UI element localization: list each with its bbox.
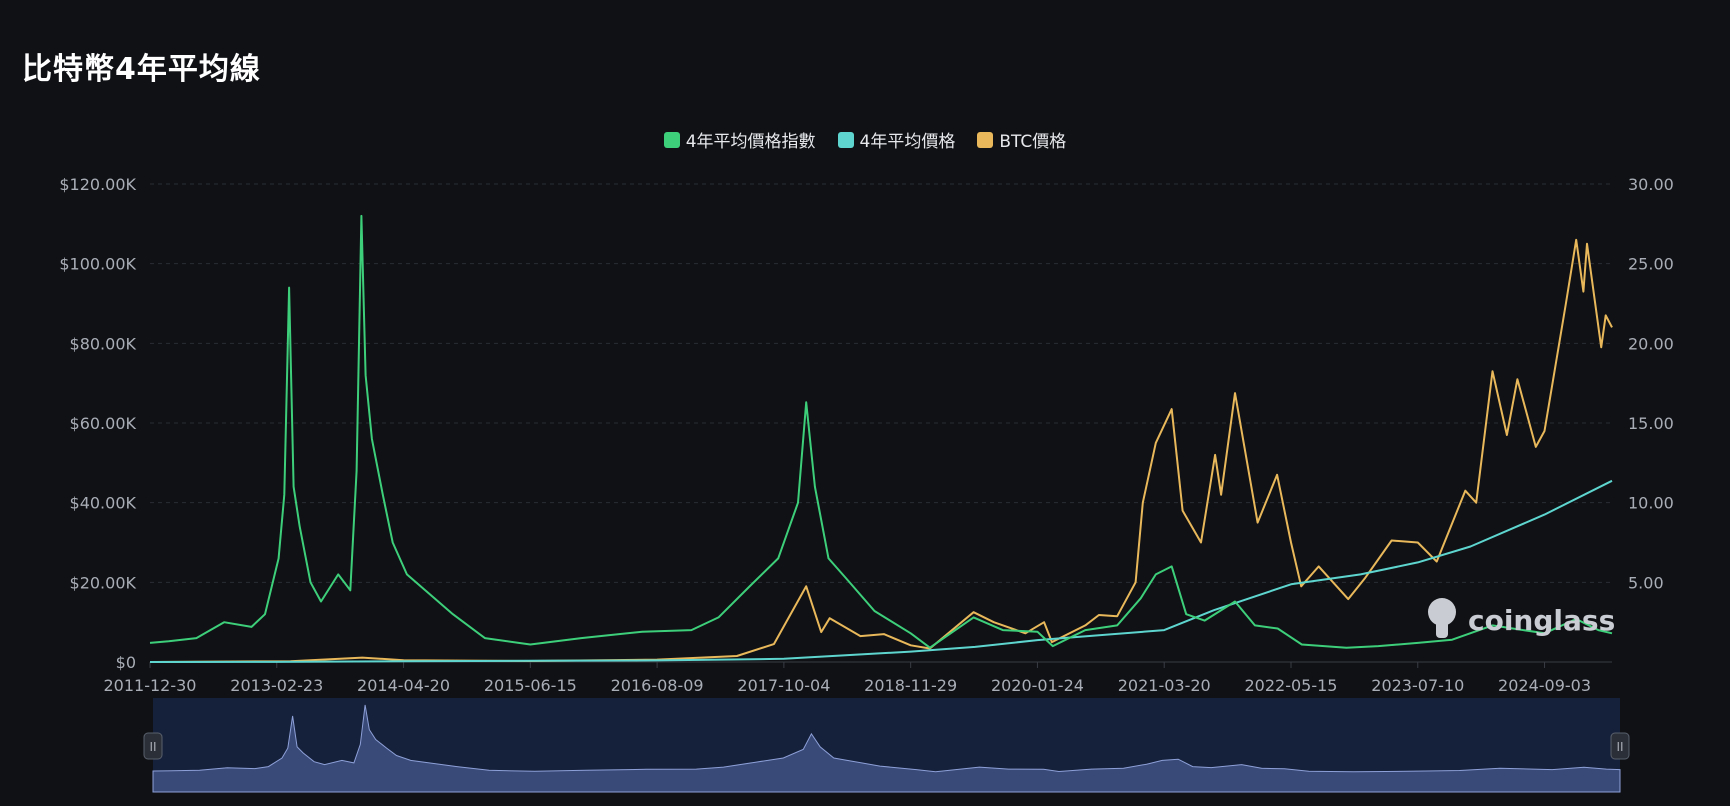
chart-legend: 4年平均價格指數 4年平均價格 BTC價格 <box>0 127 1730 152</box>
x-tick-label: 2021-03-20 <box>1118 676 1211 695</box>
y-right-tick-label: 20.00 <box>1628 334 1674 353</box>
watermark-logo-icon <box>1428 598 1456 626</box>
navigator-left-handle[interactable]: II <box>143 732 163 760</box>
y-right-tick-label: 15.00 <box>1628 414 1674 433</box>
series-line-ma <box>149 479 1613 663</box>
legend-label-ma: 4年平均價格 <box>859 132 956 152</box>
y-left-tick-label: $100.00K <box>59 255 136 274</box>
legend-item-index[interactable]: 4年平均價格指數 <box>663 127 816 152</box>
plot-lines <box>149 214 1613 663</box>
x-tick-label: 2015-06-15 <box>484 676 577 695</box>
page-title: 比特幣4年平均線 <box>22 52 261 87</box>
y-left-tick-label: $0 <box>116 653 136 672</box>
legend-item-ma[interactable]: 4年平均價格 <box>837 127 956 152</box>
range-navigator[interactable]: II II <box>143 698 1630 793</box>
series-line-index <box>149 214 1613 649</box>
x-tick-label: 2018-11-29 <box>864 676 957 695</box>
series-line-btc <box>149 238 1613 663</box>
watermark-logo-base <box>1436 620 1448 638</box>
watermark-text: coinglass <box>1468 604 1615 637</box>
y-right-tick-label: 5.00 <box>1628 573 1664 592</box>
y-left-tick-label: $60.00K <box>70 414 137 433</box>
legend-label-btc: BTC價格 <box>999 132 1067 152</box>
navigator-left-handle-grip <box>143 732 163 760</box>
y-right-tick-label: 10.00 <box>1628 494 1674 513</box>
x-tick-label: 2016-08-09 <box>611 676 704 695</box>
x-tick-label: 2023-07-10 <box>1371 676 1464 695</box>
x-tick-label: 2022-05-15 <box>1245 676 1338 695</box>
grid-lines <box>150 183 1612 663</box>
y-left-tick-label: $80.00K <box>70 334 137 353</box>
y-right-tick-label: 25.00 <box>1628 255 1674 274</box>
navigator-right-handle-label: II <box>1616 740 1623 754</box>
legend-swatch-index <box>663 131 680 148</box>
x-tick-label: 2024-09-03 <box>1498 676 1591 695</box>
x-axis: 2011-12-30 2013-02-23 2014-04-20 2015-06-15… <box>104 662 1591 695</box>
y-axis-left: $0 $20.00K $40.00K $60.00K $80.00K $100.00K $1… <box>59 175 136 672</box>
navigator-left-handle-label: II <box>149 740 156 754</box>
y-axis-right: 5.00 10.00 15.00 20.00 25.00 30.00 <box>1628 175 1674 592</box>
legend-item-btc[interactable]: BTC價格 <box>977 127 1066 152</box>
x-tick-label: 2020-01-24 <box>991 676 1084 695</box>
x-tick-label: 2014-04-20 <box>357 676 450 695</box>
legend-label-index: 4年平均價格指數 <box>685 132 816 152</box>
y-left-tick-label: $40.00K <box>70 494 137 513</box>
navigator-right-handle[interactable]: II <box>1610 732 1630 760</box>
y-left-tick-label: $120.00K <box>59 175 136 194</box>
navigator-right-handle-grip <box>1610 732 1630 760</box>
x-tick-label: 2011-12-30 <box>104 676 197 695</box>
coinglass-watermark: coinglass <box>1428 598 1615 638</box>
legend-swatch-ma <box>837 131 854 148</box>
legend-swatch-btc <box>977 131 994 148</box>
navigator-area <box>152 704 1621 793</box>
x-tick-label: 2017-10-04 <box>737 676 830 695</box>
x-tick-label: 2013-02-23 <box>230 676 323 695</box>
y-left-tick-label: $20.00K <box>70 573 137 592</box>
y-right-tick-label: 30.00 <box>1628 175 1674 194</box>
